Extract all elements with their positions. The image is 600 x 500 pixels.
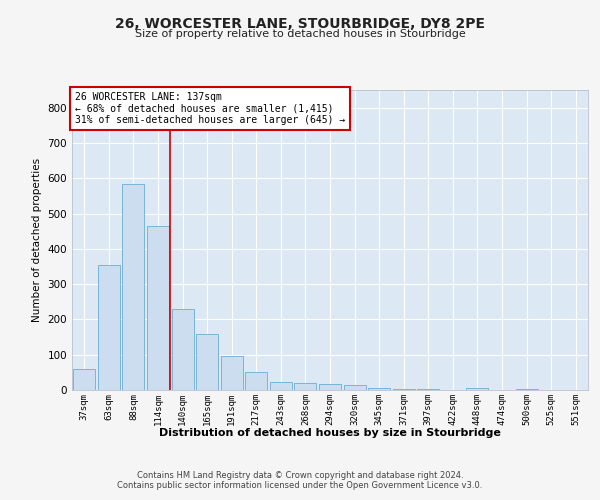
Bar [172,309,194,390]
Bar [270,382,292,390]
Y-axis label: Number of detached properties: Number of detached properties [32,158,42,322]
Bar [319,384,341,390]
Text: Contains public sector information licensed under the Open Government Licence v3: Contains public sector information licen… [118,480,482,490]
Bar [295,383,316,390]
Bar [122,184,145,390]
Text: Size of property relative to detached houses in Stourbridge: Size of property relative to detached ho… [134,29,466,39]
Bar [147,226,169,390]
Bar [344,386,365,390]
Text: 26 WORCESTER LANE: 137sqm
← 68% of detached houses are smaller (1,415)
31% of se: 26 WORCESTER LANE: 137sqm ← 68% of detac… [74,92,345,124]
Bar [368,388,390,390]
Bar [221,356,243,390]
Text: Contains HM Land Registry data © Crown copyright and database right 2024.: Contains HM Land Registry data © Crown c… [137,472,463,480]
Text: Distribution of detached houses by size in Stourbridge: Distribution of detached houses by size … [159,428,501,438]
Bar [98,264,120,390]
Bar [196,334,218,390]
Bar [73,369,95,390]
Bar [245,372,268,390]
Bar [392,388,415,390]
Text: 26, WORCESTER LANE, STOURBRIDGE, DY8 2PE: 26, WORCESTER LANE, STOURBRIDGE, DY8 2PE [115,18,485,32]
Bar [466,388,488,390]
